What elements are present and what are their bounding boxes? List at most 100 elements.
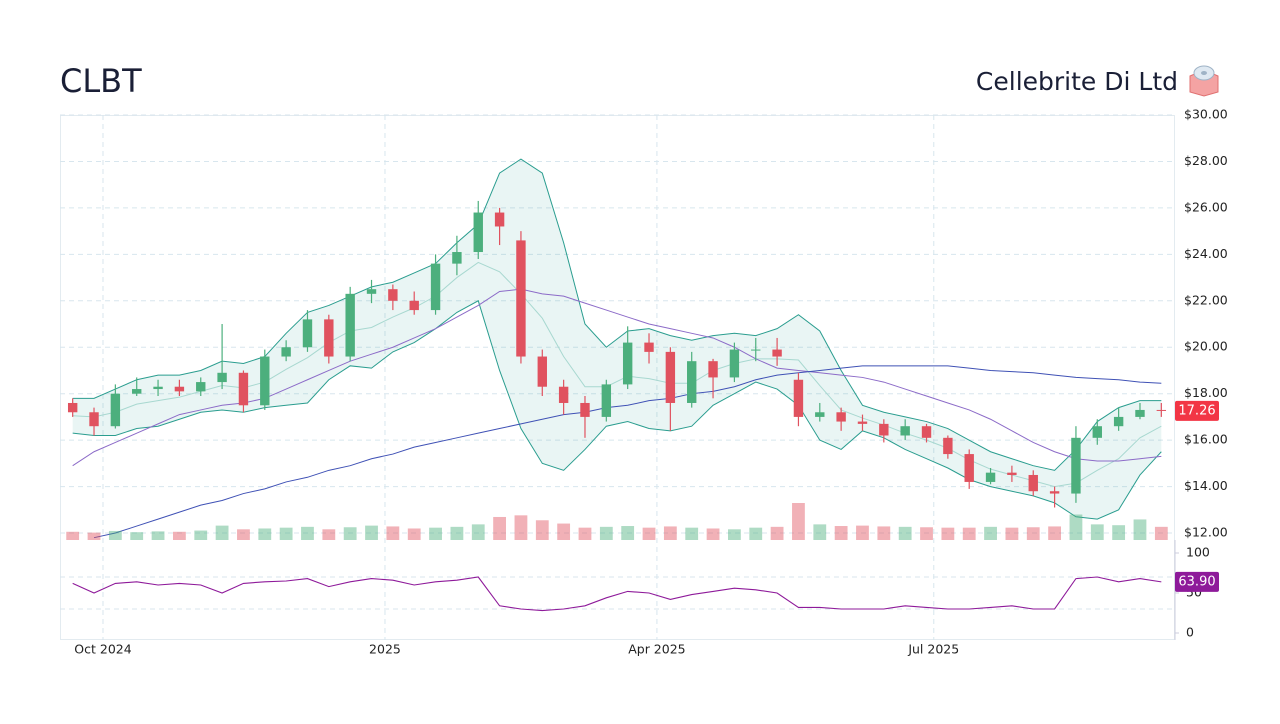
x-tick-label: Apr 2025: [628, 642, 685, 657]
volume-bar: [856, 525, 869, 540]
candle-body: [430, 263, 441, 311]
last-price-box: [1175, 400, 1219, 421]
company-name: Cellebrite Di Ltd: [976, 67, 1178, 96]
candle-body: [238, 372, 249, 406]
y-tick-label: $12.00: [1184, 525, 1228, 540]
candle-body: [1049, 491, 1060, 494]
volume-bar: [728, 529, 741, 540]
candle-body: [729, 349, 740, 378]
volume-bar: [471, 524, 485, 540]
volume-bar: [877, 526, 891, 540]
y-tick-label: $30.00: [1184, 107, 1228, 122]
volume-bar: [258, 528, 272, 540]
candle-body: [580, 402, 590, 417]
candle-body: [1071, 437, 1081, 494]
volume-bar: [1090, 524, 1104, 540]
candle-body: [815, 412, 825, 417]
candle-body: [772, 349, 782, 357]
candle-body: [879, 423, 889, 436]
volume-bar: [237, 529, 250, 540]
volume-bar: [343, 527, 357, 540]
y-tick-label: $16.00: [1184, 432, 1228, 447]
y-tick-label: $20.00: [1184, 339, 1228, 354]
volume-bar: [749, 527, 763, 540]
volume-bar: [941, 527, 955, 540]
rsi-values-line: [72, 576, 1162, 612]
plot-frame: [60, 115, 1175, 640]
candle-body: [67, 402, 78, 413]
candle-body: [1092, 426, 1102, 438]
candle-body: [601, 384, 612, 417]
bollinger-mid-line: [72, 261, 1162, 488]
logo: [1189, 65, 1219, 97]
candle-body: [1156, 409, 1167, 411]
volume-bar: [1069, 514, 1083, 540]
bollinger-lower-line: [72, 300, 1162, 520]
volume-bar: [301, 526, 314, 540]
volume-bar: [279, 527, 293, 540]
y-tick-label: $24.00: [1184, 246, 1228, 261]
volume-bar: [1026, 527, 1040, 540]
volume-bar: [898, 526, 912, 540]
volume-bar: [66, 531, 80, 540]
volume-bar: [770, 526, 784, 540]
candle-body: [537, 356, 547, 387]
volume-bar: [599, 526, 613, 540]
candle-body: [452, 252, 462, 264]
candle-body: [964, 454, 974, 482]
volume-bar: [450, 526, 464, 540]
candle-body: [1135, 409, 1145, 417]
candle-body: [217, 372, 227, 383]
candle-body: [281, 347, 291, 357]
candle-body: [1007, 472, 1017, 475]
rsi-tick-label: 100: [1186, 545, 1210, 560]
candle-body: [751, 349, 761, 351]
volume-bar: [215, 525, 229, 540]
volume-bar: [365, 525, 378, 540]
candle-body: [622, 342, 633, 385]
volume-bar: [407, 528, 421, 540]
candle-body: [174, 386, 185, 392]
volume-bar: [514, 515, 528, 540]
bollinger-upper-line: [72, 158, 1162, 471]
candle-body: [324, 319, 334, 357]
rsi-tick-label: 0: [1186, 625, 1194, 640]
volume-bar: [984, 526, 997, 540]
candle-body: [473, 212, 483, 253]
candle-body: [196, 382, 206, 392]
x-tick-label: 2025: [369, 642, 401, 657]
volume-bar: [557, 523, 571, 540]
candle-body: [89, 412, 99, 427]
last-rsi-box: [1175, 571, 1219, 592]
volume-bar: [130, 532, 144, 540]
volume-bar: [621, 526, 635, 540]
volume-bar: [151, 531, 165, 540]
y-tick-label: $26.00: [1184, 199, 1228, 214]
sma50-line: [72, 288, 1162, 467]
volume-bar: [578, 527, 592, 540]
volume-bar: [1005, 527, 1019, 540]
candle-body: [644, 342, 654, 352]
last-rsi-label: 63.90: [1178, 574, 1215, 589]
candle-body: [366, 289, 377, 294]
volume-bar: [1048, 526, 1061, 540]
candle-body: [793, 379, 804, 417]
candle-body: [388, 289, 398, 301]
candle-body: [687, 361, 697, 403]
x-tick-label: Jul 2025: [907, 642, 959, 657]
candle-body: [302, 319, 313, 348]
volume-bar: [1112, 525, 1126, 540]
candle-body: [345, 293, 355, 357]
y-tick-label: $18.00: [1184, 385, 1228, 400]
candle-body: [900, 426, 910, 436]
candle-body: [1028, 474, 1038, 492]
volume-bar: [1133, 519, 1147, 540]
sma200-line: [93, 365, 1162, 539]
ticker: CLBT: [60, 62, 142, 100]
volume-bar: [1154, 526, 1168, 540]
volume-bar: [493, 516, 506, 540]
candle-body: [516, 240, 526, 357]
candle-body: [921, 426, 932, 438]
y-tick-label: $28.00: [1184, 153, 1228, 168]
candle-body: [153, 386, 163, 390]
